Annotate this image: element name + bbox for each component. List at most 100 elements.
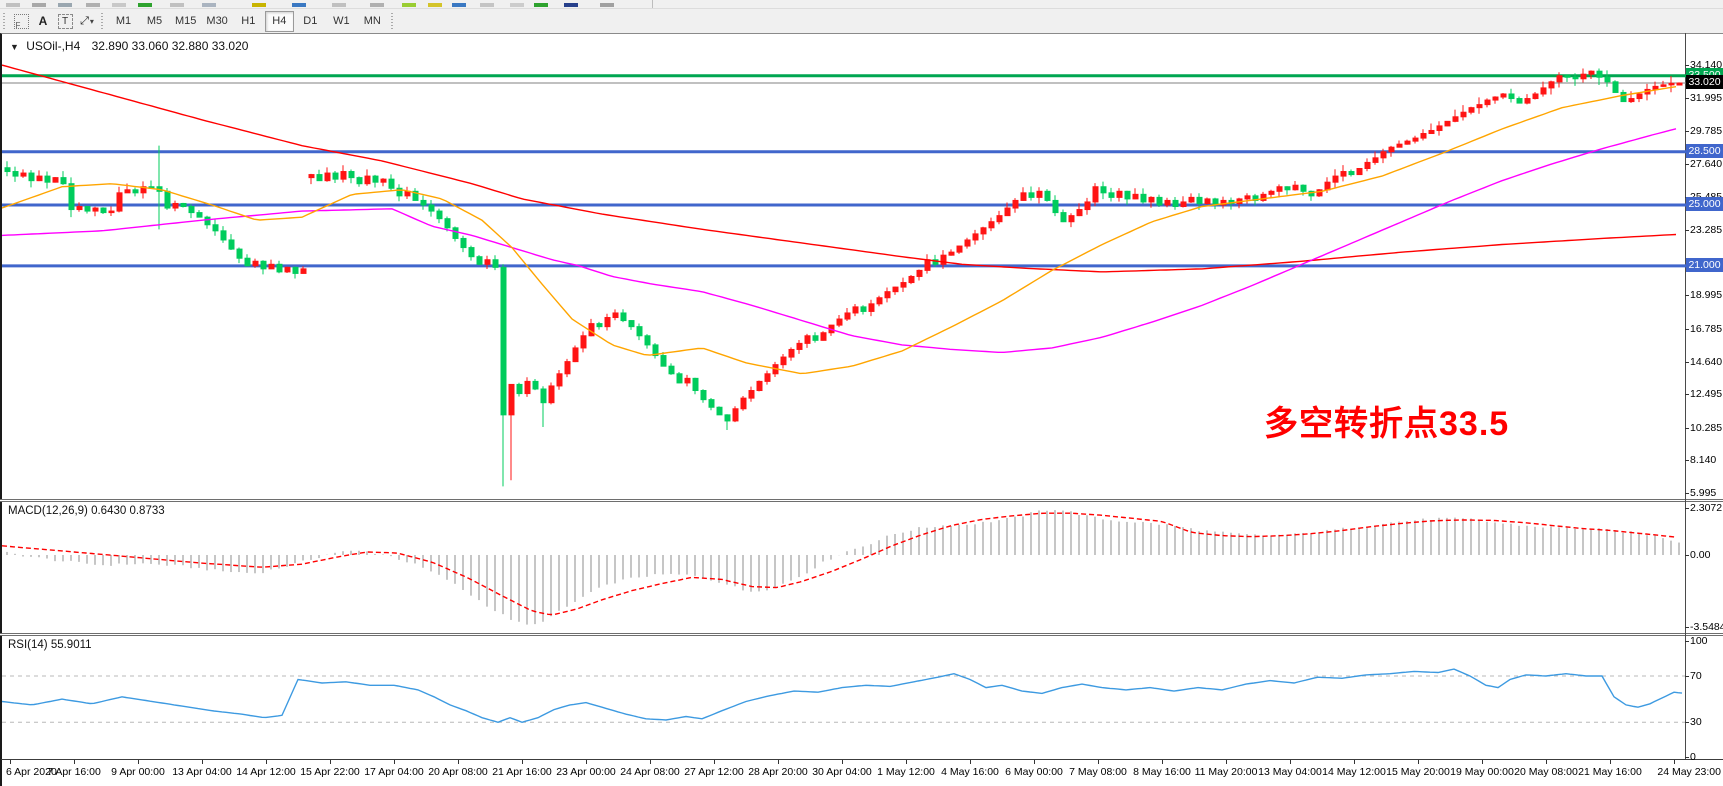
price-tick-label: 12.495 <box>1690 388 1723 401</box>
time-tick-label: 6 May 00:00 <box>1005 766 1063 778</box>
time-tick-label: 24 Apr 08:00 <box>620 766 680 778</box>
axis-tick-mark <box>1685 295 1689 297</box>
timeframe-button-mn[interactable]: MN <box>363 15 381 27</box>
axis-tick-mark <box>1685 131 1689 133</box>
time-tick-mark <box>74 760 75 764</box>
toolbar-separator <box>652 0 653 8</box>
axis-tick-mark <box>1685 508 1689 509</box>
time-tick-mark <box>650 760 651 764</box>
clipped-icon-fragment <box>58 3 72 7</box>
price-tick-label: 2.3072 <box>1690 502 1723 514</box>
axis-tick-mark <box>1685 641 1689 643</box>
chart-title: ▼ USOil-,H4 32.890 33.060 32.880 33.020 <box>10 39 248 53</box>
dropdown-caret-icon[interactable]: ▾ <box>89 16 94 26</box>
clipped-icon-fragment <box>534 3 548 7</box>
main-chart-panel[interactable]: ▼ USOil-,H4 32.890 33.060 32.880 33.020 … <box>0 33 1723 499</box>
time-tick-label: 19 May 00:00 <box>1450 766 1514 778</box>
macd-panel[interactable]: MACD(12,26,9) 0.6430 0.8733 <box>0 502 1723 633</box>
clipped-icon-fragment <box>6 3 20 7</box>
rsi-canvas[interactable] <box>2 636 1723 759</box>
time-tick-label: 27 Apr 12:00 <box>684 766 744 778</box>
timeframe-button-m15[interactable]: M15 <box>175 15 197 27</box>
macd-canvas[interactable] <box>2 502 1723 633</box>
marquee-selection-icon[interactable]: F <box>11 12 31 30</box>
toolbar-drag-handle[interactable] <box>390 13 395 29</box>
timeframe-button-group: M1 M5 M15 M30 H1 H4 D1 W1 MN <box>108 10 388 32</box>
text-box-icon[interactable]: T <box>55 12 75 30</box>
clipped-icon-fragment <box>428 3 442 7</box>
timeframe-button-m1[interactable]: M1 <box>115 15 132 27</box>
time-tick-label: 28 Apr 20:00 <box>748 766 808 778</box>
price-tick-label: 10.285 <box>1690 421 1723 434</box>
time-tick-mark <box>138 760 139 764</box>
clipped-icon-fragment <box>332 3 346 7</box>
time-tick-mark <box>522 760 523 764</box>
price-tick-label: 5.995 <box>1690 487 1717 499</box>
time-tick-mark <box>1162 760 1163 764</box>
timeframe-button-h1[interactable]: H1 <box>241 15 256 27</box>
toolbar-drag-handle[interactable] <box>3 13 7 29</box>
horizontal-level-lines[interactable] <box>2 74 1687 268</box>
time-tick-mark <box>586 760 587 764</box>
time-tick-mark <box>970 760 971 764</box>
axis-tick-mark <box>1685 328 1689 330</box>
chart-text-annotation[interactable]: 多空转折点33.5 <box>1264 405 1510 443</box>
panel-separator[interactable] <box>0 633 1723 636</box>
price-tick-label: 8.140 <box>1690 454 1717 467</box>
clipped-icon-fragment <box>170 3 184 7</box>
text-label-icon[interactable]: A <box>38 14 48 28</box>
axis-tick-mark <box>1685 65 1689 66</box>
price-level-flag: 25.000 <box>1686 196 1723 211</box>
toolbar-drag-handle[interactable] <box>101 13 105 29</box>
timeframe-button-d1[interactable]: D1 <box>303 15 318 27</box>
time-tick-label: 7 May 08:00 <box>1069 766 1127 778</box>
axis-tick-mark <box>1685 627 1689 629</box>
time-tick-label: 13 Apr 04:00 <box>172 766 232 778</box>
time-tick-mark <box>330 760 331 764</box>
axis-tick-mark <box>1685 722 1689 724</box>
timeframe-button-m5[interactable]: M5 <box>146 15 163 27</box>
chart-toolbar: F A T ⤢ ▾ M1 M5 M15 M30 H1 H4 D1 W1 MN <box>0 9 1723 34</box>
clipped-icon-fragment <box>402 3 416 7</box>
time-tick-mark <box>714 760 715 764</box>
rsi-panel[interactable]: RSI(14) 55.9011 <box>0 636 1723 759</box>
main-chart-canvas[interactable] <box>2 34 1723 500</box>
time-tick-label: 21 May 16:00 <box>1578 766 1642 778</box>
rsi-label: RSI(14) 55.9011 <box>8 639 92 651</box>
panel-separator[interactable] <box>0 499 1723 502</box>
arrow-objects-icon[interactable]: ⤢ ▾ <box>80 14 94 27</box>
time-tick-label: 6 Apr 2020 <box>6 766 57 778</box>
ma-orange-fast-line <box>2 86 1677 375</box>
axis-tick-mark <box>1685 427 1689 429</box>
axis-tick-mark <box>1685 757 1689 758</box>
price-level-flag: 28.500 <box>1686 143 1723 158</box>
price-tick-label: 14.640 <box>1690 355 1723 368</box>
axis-tick-mark <box>1685 230 1689 232</box>
collapse-triangle-icon[interactable]: ▼ <box>10 42 19 52</box>
time-tick-mark <box>1098 760 1099 764</box>
timeframe-button-m30[interactable]: M30 <box>206 15 228 27</box>
axis-tick-mark <box>1685 361 1689 363</box>
price-tick-label: 30 <box>1690 716 1702 729</box>
time-axis[interactable]: 6 Apr 2020 7 Apr 16:00 9 Apr 00:00 13 Apr 0… <box>0 759 1723 786</box>
price-tick-label: 70 <box>1690 670 1702 682</box>
time-tick-mark <box>1290 760 1291 764</box>
clipped-icon-fragment <box>452 3 466 7</box>
time-tick-label: 21 Apr 16:00 <box>492 766 552 778</box>
timeframe-button-h4[interactable]: H4 <box>264 10 294 32</box>
time-tick-label: 13 May 04:00 <box>1258 766 1322 778</box>
price-tick-label: 0 <box>1690 751 1696 763</box>
time-tick-mark <box>458 760 459 764</box>
time-tick-label: 17 Apr 04:00 <box>364 766 424 778</box>
price-tick-label: 100 <box>1690 635 1708 648</box>
axis-tick-mark <box>1685 555 1689 556</box>
clipped-icon-fragment <box>370 3 384 7</box>
time-tick-mark <box>1226 760 1227 764</box>
chart-ohlc-values: 32.890 33.060 32.880 33.020 <box>91 39 249 53</box>
clipped-icon-fragment <box>202 3 216 7</box>
price-tick-label: 0.00 <box>1690 549 1711 561</box>
timeframe-button-w1[interactable]: W1 <box>333 15 350 27</box>
clipped-icon-fragment <box>480 3 494 7</box>
clipped-icon-fragment <box>86 3 100 7</box>
